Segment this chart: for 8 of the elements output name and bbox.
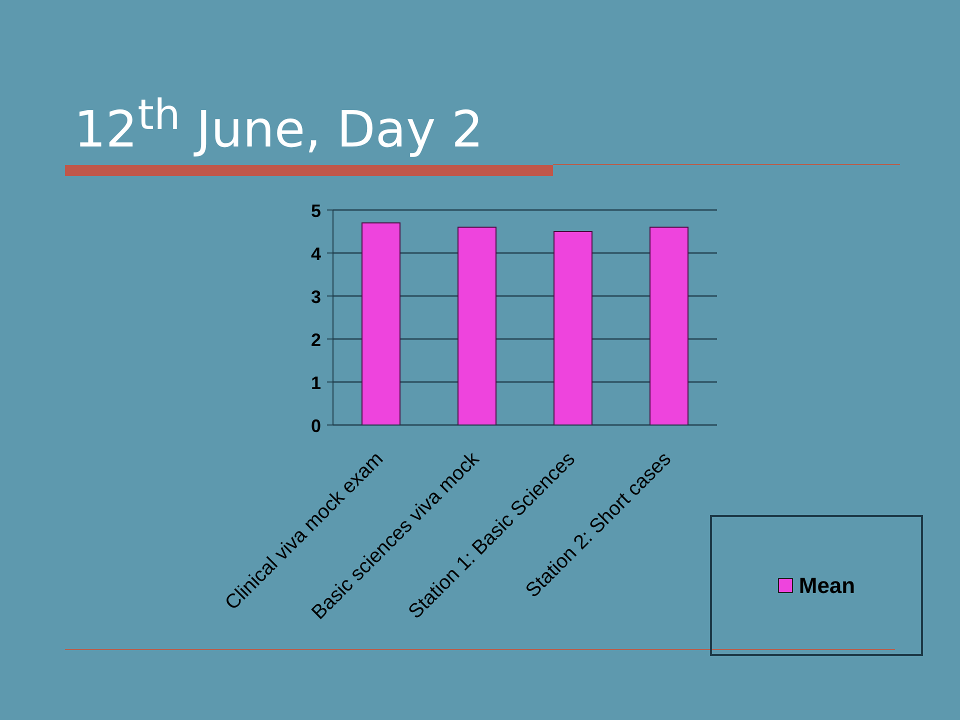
y-tick-label: 4 [310, 244, 321, 264]
chart-title: 12$^{th}$ June, Day 2 [74, 89, 484, 161]
y-tick-label: 3 [310, 287, 321, 307]
y-tick-label: 2 [310, 330, 321, 350]
y-tick-label: 5 [310, 201, 321, 221]
y-tick-label: 1 [310, 373, 321, 393]
y-tick-label: 0 [310, 416, 321, 436]
legend-label: Mean [798, 572, 856, 598]
